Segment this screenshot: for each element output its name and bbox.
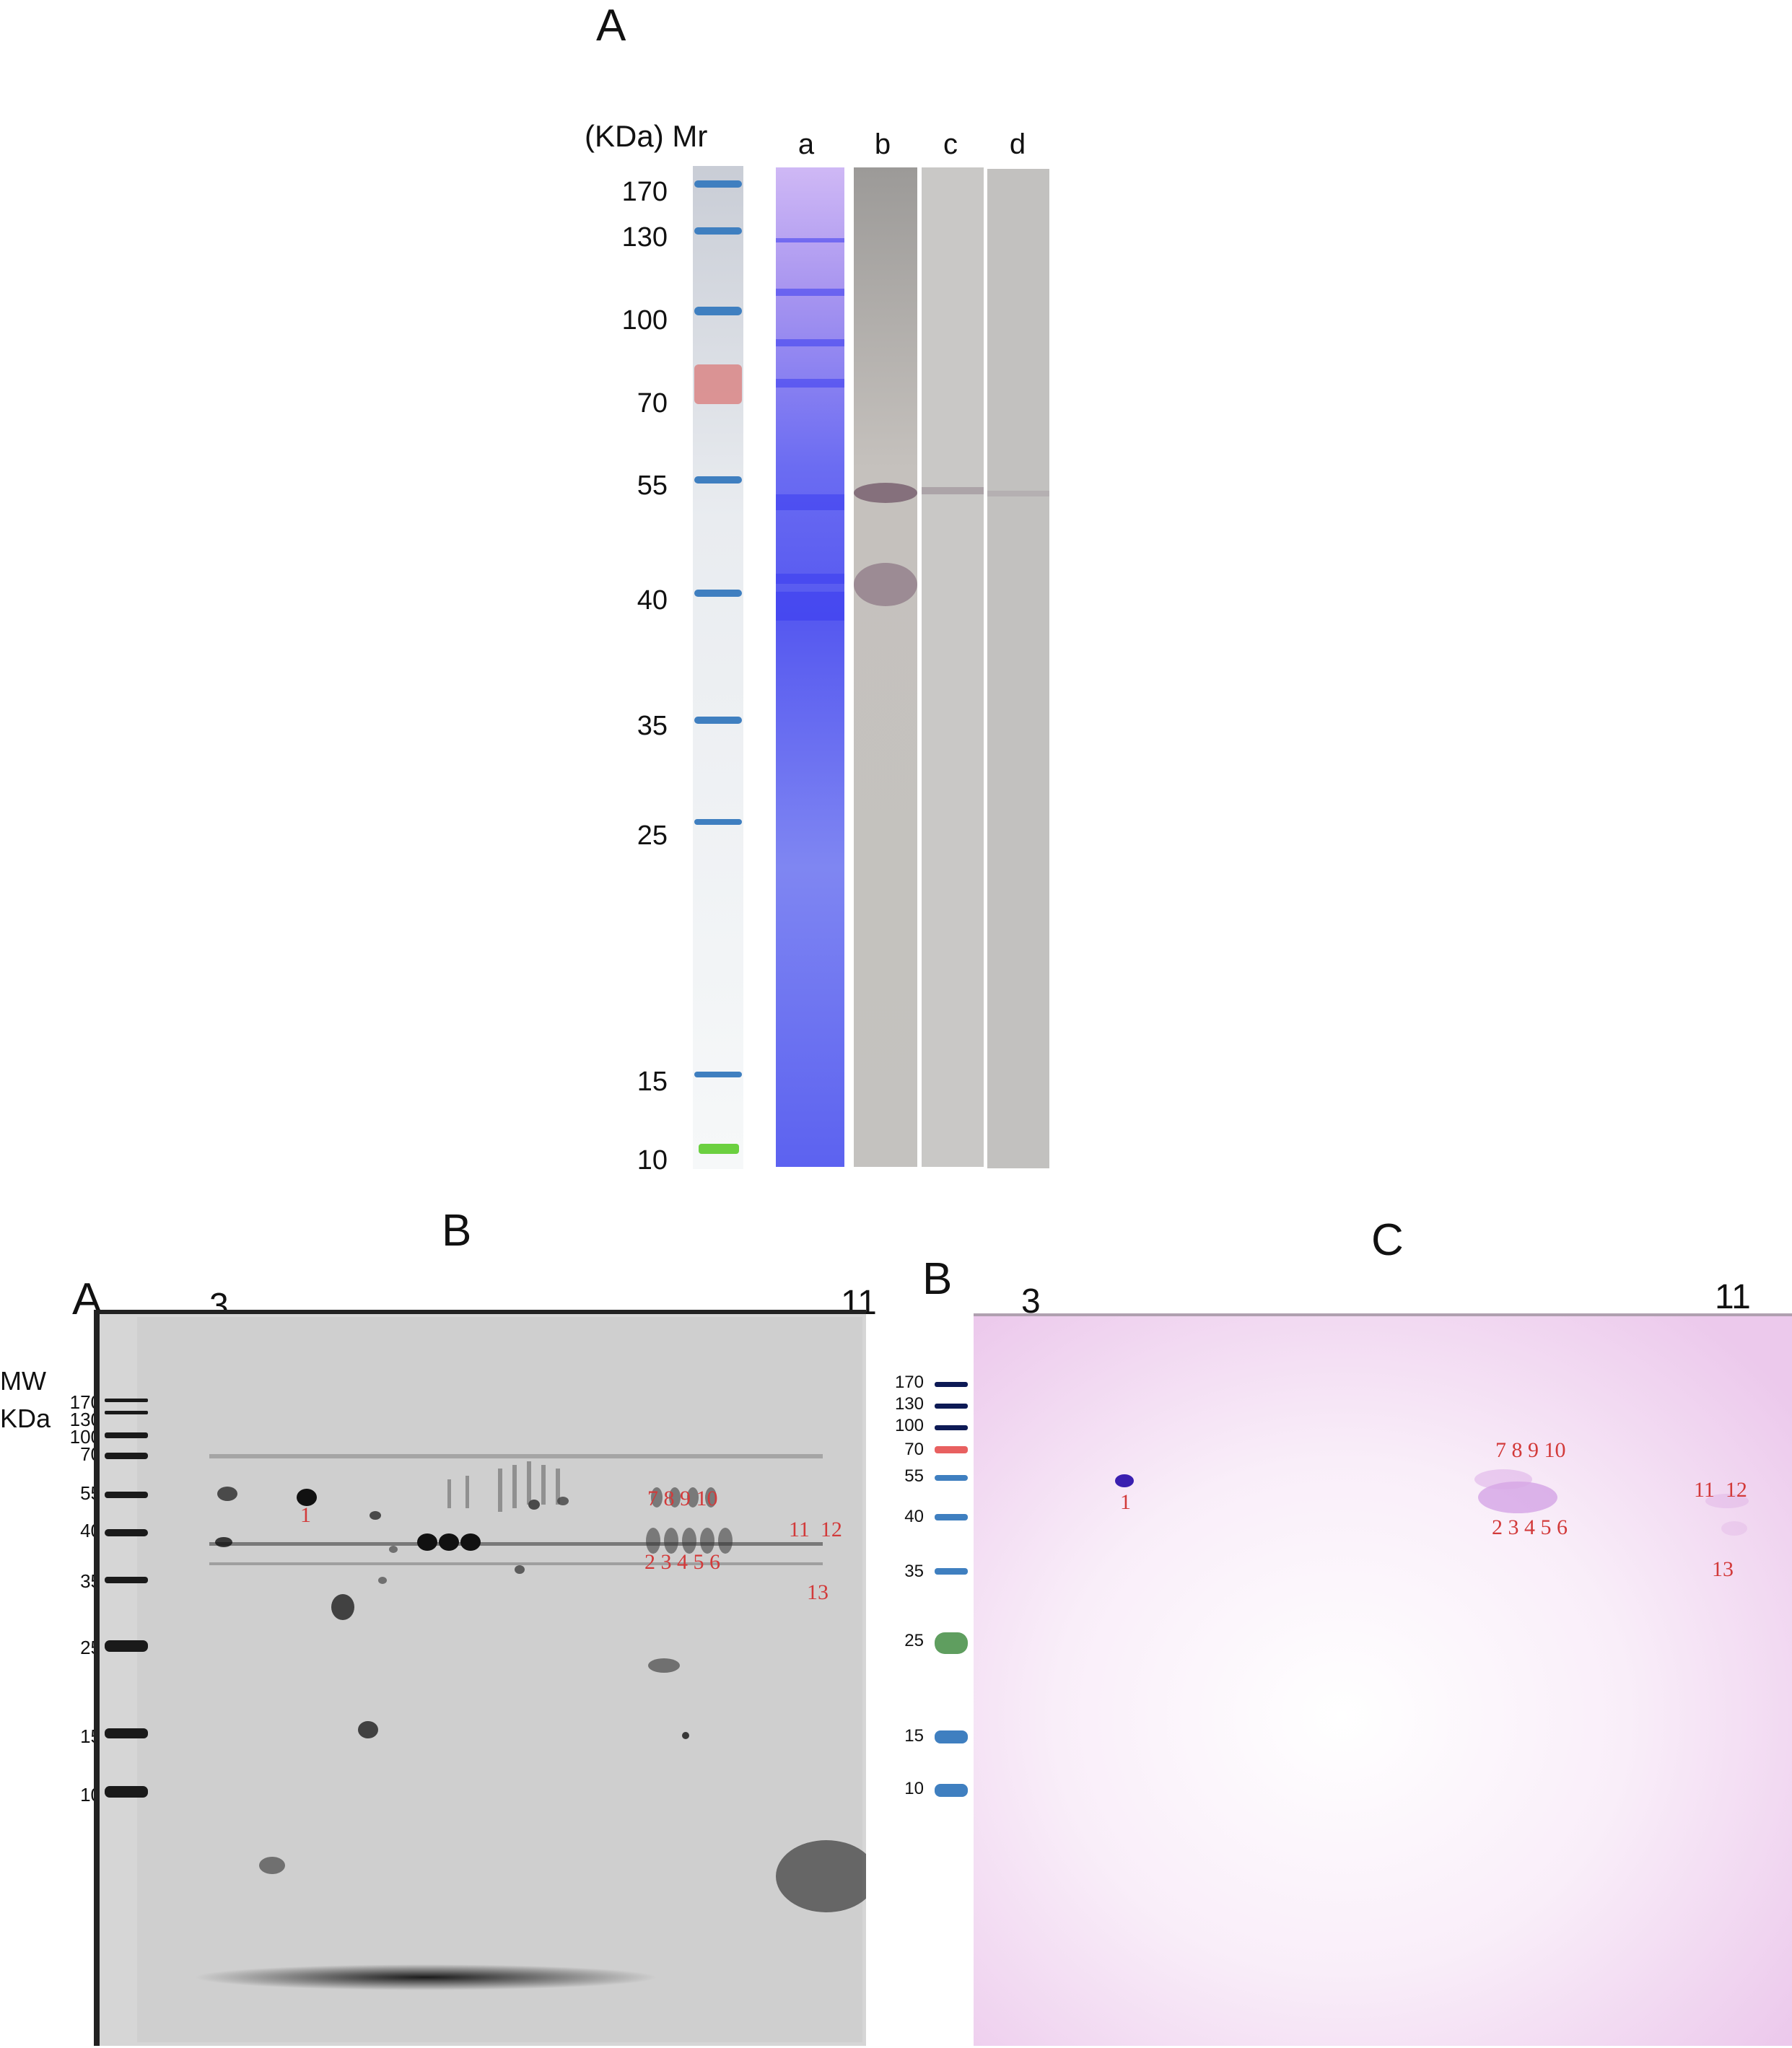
lane-b-strip [854, 167, 917, 1167]
mw-c-130: 130 [894, 1394, 924, 1414]
panel-a-axis-header: (KDa) Mr [585, 119, 708, 153]
lane-label-d: d [1009, 128, 1026, 160]
panel-c-spots-7-10: 7 8 9 10 [1495, 1438, 1566, 1462]
panel-b-spot-13: 13 [807, 1580, 829, 1604]
lane-label-b: b [874, 128, 891, 160]
mw-a-100: 100 [621, 305, 668, 336]
panel-b-gel [94, 1310, 866, 2046]
lane-a-strip [776, 167, 844, 1167]
panel-b-spot-1: 1 [300, 1503, 311, 1527]
mw-c-55: 55 [904, 1466, 924, 1486]
mw-a-70: 70 [637, 388, 668, 419]
panel-c-title: C [1371, 1215, 1404, 1265]
panel-c-corner-letter: B [922, 1254, 953, 1304]
mw-c-15: 15 [904, 1726, 924, 1746]
mw-c-170: 170 [894, 1373, 924, 1392]
mw-a-130: 130 [621, 222, 668, 253]
mw-c-10: 10 [904, 1779, 924, 1798]
panel-b-title: B [442, 1206, 472, 1256]
lane-c-strip [922, 167, 984, 1167]
mw-c-100: 100 [894, 1416, 924, 1435]
panel-c-spot-1: 1 [1120, 1490, 1131, 1514]
panel-b-spots-11-12: 11 12 [789, 1518, 842, 1541]
panel-c-spot-13: 13 [1712, 1557, 1734, 1581]
lane-d-strip [987, 169, 1049, 1168]
panel-a-letter: A [596, 1, 626, 51]
mw-a-40: 40 [637, 585, 668, 616]
mw-a-10: 10 [637, 1145, 668, 1176]
panel-c-spots-2-6: 2 3 4 5 6 [1492, 1515, 1568, 1539]
panel-a-gel [693, 166, 1049, 1169]
mw-a-35: 35 [637, 711, 668, 741]
panel-c-ph-right: 11 [1715, 1278, 1751, 1316]
lane-label-a: a [797, 128, 815, 160]
mw-a-170: 170 [621, 177, 668, 207]
panel-b-mw-header-2: KDa [0, 1404, 51, 1433]
panel-c-spots-11-12: 11 12 [1694, 1478, 1747, 1502]
panel-b-mw-header-1: MW [0, 1366, 46, 1396]
mw-c-40: 40 [904, 1507, 924, 1526]
mw-a-25: 25 [637, 820, 668, 851]
mw-c-25: 25 [904, 1631, 924, 1650]
mw-c-35: 35 [904, 1562, 924, 1581]
panel-c-blot [926, 1313, 1792, 2046]
mw-c-70: 70 [904, 1440, 924, 1459]
blot-membrane [974, 1313, 1792, 2046]
panel-b-spots-7-10: 7 8 9 10 [647, 1487, 718, 1510]
panel-b-spots-2-6: 2 3 4 5 6 [644, 1550, 720, 1574]
lane-label-c: c [943, 128, 958, 160]
mw-a-55: 55 [637, 471, 668, 501]
marker-lane [693, 166, 743, 1169]
mw-a-15: 15 [637, 1067, 668, 1097]
blot-spot-1 [1115, 1474, 1134, 1487]
